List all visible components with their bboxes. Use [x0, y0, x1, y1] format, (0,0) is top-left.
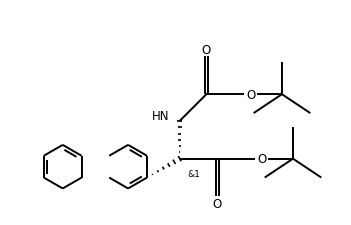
Text: O: O — [258, 153, 267, 165]
Text: HN: HN — [152, 110, 170, 123]
Text: O: O — [213, 197, 222, 210]
Text: &1: &1 — [188, 169, 200, 178]
Text: O: O — [246, 88, 256, 101]
Text: O: O — [202, 44, 211, 57]
